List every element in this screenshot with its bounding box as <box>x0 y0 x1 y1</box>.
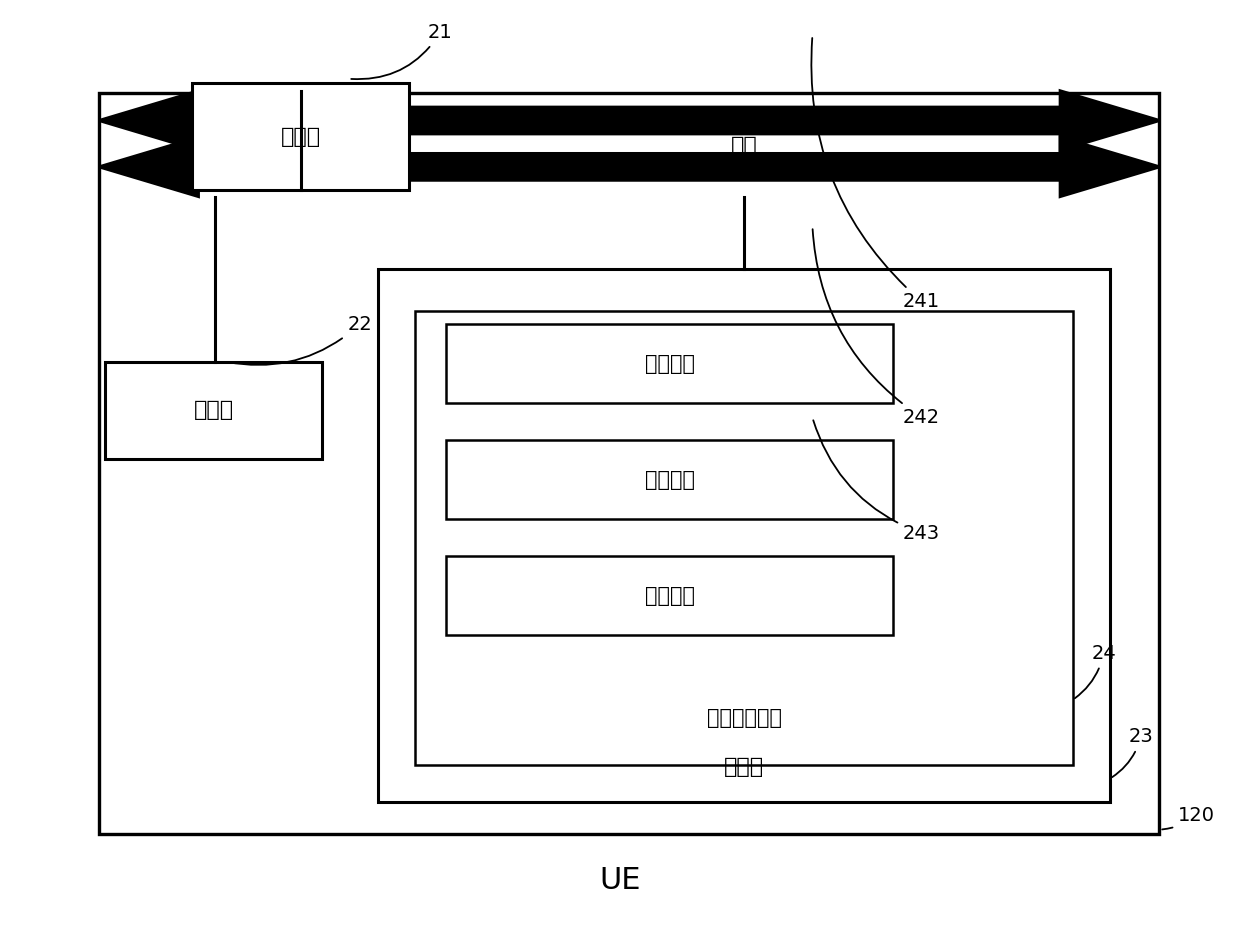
Text: 23: 23 <box>1112 728 1153 777</box>
Text: 应用程序模块: 应用程序模块 <box>707 708 781 729</box>
Bar <box>446 324 893 403</box>
Text: 243: 243 <box>813 420 940 542</box>
Bar <box>446 440 893 519</box>
Polygon shape <box>99 137 1159 197</box>
Text: UE: UE <box>599 866 641 895</box>
Text: 总线: 总线 <box>730 135 758 156</box>
Text: 241: 241 <box>811 38 940 311</box>
Text: 22: 22 <box>227 315 372 365</box>
Bar <box>446 556 893 635</box>
Text: 24: 24 <box>1075 644 1116 698</box>
Text: 处理器: 处理器 <box>280 127 321 146</box>
Bar <box>99 93 1159 834</box>
Text: 执行模块: 执行模块 <box>645 470 694 489</box>
Bar <box>105 362 322 459</box>
Text: 存储器: 存储器 <box>724 756 764 777</box>
Text: 21: 21 <box>351 23 453 79</box>
Bar <box>192 83 409 190</box>
Bar <box>415 311 1073 765</box>
Polygon shape <box>99 91 1159 150</box>
Text: 120: 120 <box>1162 806 1215 830</box>
Bar <box>378 269 1110 802</box>
Text: 发送模块: 发送模块 <box>645 586 694 605</box>
Text: 接收器: 接收器 <box>193 400 234 420</box>
Text: 接收模块: 接收模块 <box>645 354 694 374</box>
Text: 242: 242 <box>812 229 940 426</box>
